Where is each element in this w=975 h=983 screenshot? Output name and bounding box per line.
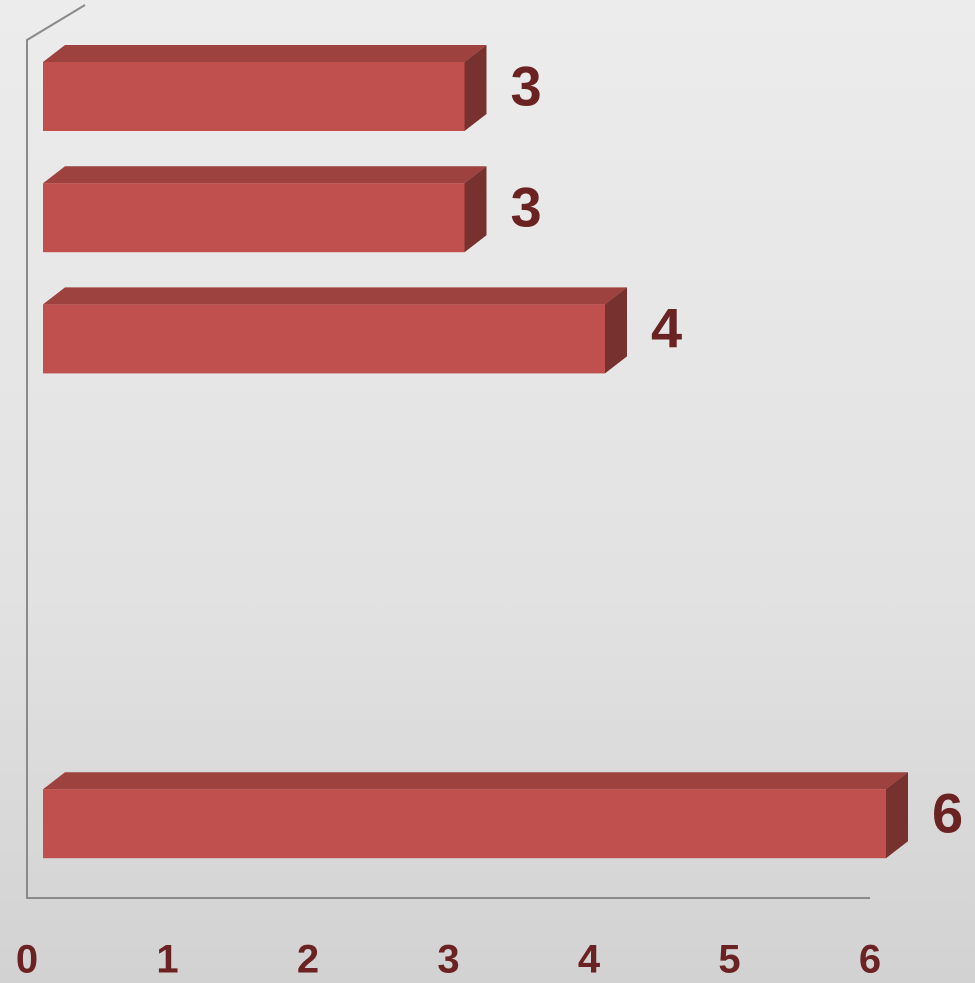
bar	[43, 287, 627, 373]
value-label: 3	[511, 175, 542, 238]
x-tick-label: 4	[578, 938, 601, 982]
value-label: 4	[651, 297, 682, 360]
value-label: 6	[932, 781, 963, 844]
bar-top	[43, 45, 487, 62]
chart: 0 1 2 3 4 5 6 3 3 4 6	[0, 0, 975, 983]
value-label: 3	[511, 54, 542, 117]
x-tick-label: 0	[16, 938, 38, 982]
bar-front	[43, 789, 886, 858]
x-tick-label: 2	[297, 938, 319, 982]
x-tick-label: 1	[156, 938, 178, 982]
axis-frame	[27, 5, 870, 898]
bar	[43, 166, 487, 252]
bar-top	[43, 166, 487, 183]
bar	[43, 45, 487, 131]
bar-top	[43, 287, 627, 304]
bar-front	[43, 62, 465, 131]
axis-wall	[27, 5, 870, 898]
bar	[43, 772, 908, 858]
bar-top	[43, 772, 908, 789]
bar-front	[43, 183, 465, 252]
x-tick-label: 3	[437, 938, 459, 982]
page: {"chart_data": {"type": "bar", "orientat…	[0, 0, 975, 983]
bar-front	[43, 304, 605, 373]
x-tick-label: 5	[718, 938, 740, 982]
x-tick-label: 6	[859, 938, 881, 982]
